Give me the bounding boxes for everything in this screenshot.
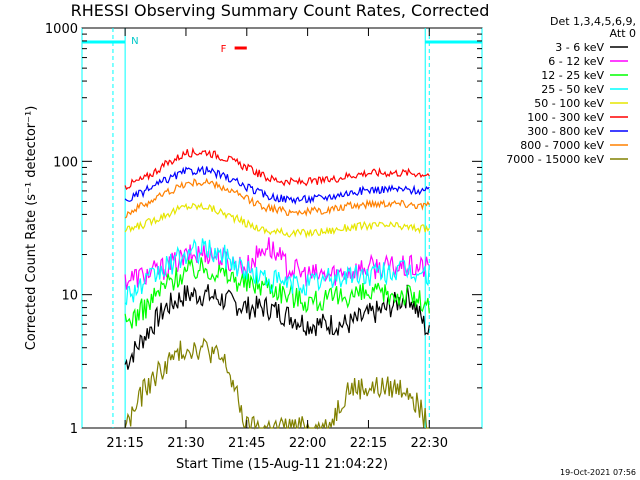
legend-label: 800 - 7000 keV — [520, 139, 604, 152]
y-tick-label: 100 — [53, 155, 78, 170]
legend-label: 100 - 300 keV — [527, 111, 604, 124]
series-line — [124, 237, 430, 290]
series-line — [124, 337, 430, 430]
series-layer — [124, 146, 430, 430]
flare-label: F — [221, 44, 227, 55]
y-axis-title: Corrected Count Rate (s⁻¹ detector⁻¹) — [24, 106, 39, 351]
legend-label: 12 - 25 keV — [541, 69, 604, 82]
y-tick-label: 10 — [61, 289, 78, 304]
plot-frame — [81, 27, 483, 429]
chart-title: RHESSI Observing Summary Count Rates, Co… — [71, 1, 490, 20]
legend-label: 3 - 6 keV — [555, 41, 604, 54]
series-line — [124, 146, 430, 191]
legend-label: 300 - 800 keV — [527, 125, 604, 138]
series-line — [124, 177, 430, 219]
series-line — [124, 284, 430, 370]
x-tick-label: 22:15 — [350, 436, 387, 451]
legend-label: 7000 - 15000 keV — [506, 153, 604, 166]
x-tick-label: 21:30 — [167, 436, 204, 451]
series-line — [124, 201, 430, 239]
legend-label: 25 - 50 keV — [541, 83, 604, 96]
annotation-layer: NF — [81, 28, 483, 428]
x-tick-label: 22:30 — [411, 436, 448, 451]
series-line — [124, 165, 430, 206]
date-stamp: 19-Oct-2021 07:56 — [560, 468, 636, 477]
y-tick-label: 1 — [70, 422, 78, 437]
x-axis-title: Start Time (15-Aug-11 21:04:22) — [176, 457, 388, 472]
x-tick-label: 22:00 — [289, 436, 326, 451]
legend-header: Det 1,3,4,5,6,9, — [550, 15, 636, 28]
y-tick-label: 1000 — [45, 22, 78, 37]
x-tick-label: 21:15 — [106, 436, 143, 451]
series-line — [124, 257, 430, 329]
series-line — [124, 238, 430, 306]
x-tick-label: 21:45 — [228, 436, 265, 451]
legend-label: 6 - 12 keV — [548, 55, 604, 68]
axis-layer: 21:15 21:30 21:45 22:00 22:15 22:30 1 10 100 1000 — [45, 22, 482, 451]
legend-header: Att 0 — [610, 27, 636, 40]
legend-label: 50 - 100 keV — [534, 97, 604, 110]
night-label: N — [131, 36, 138, 47]
